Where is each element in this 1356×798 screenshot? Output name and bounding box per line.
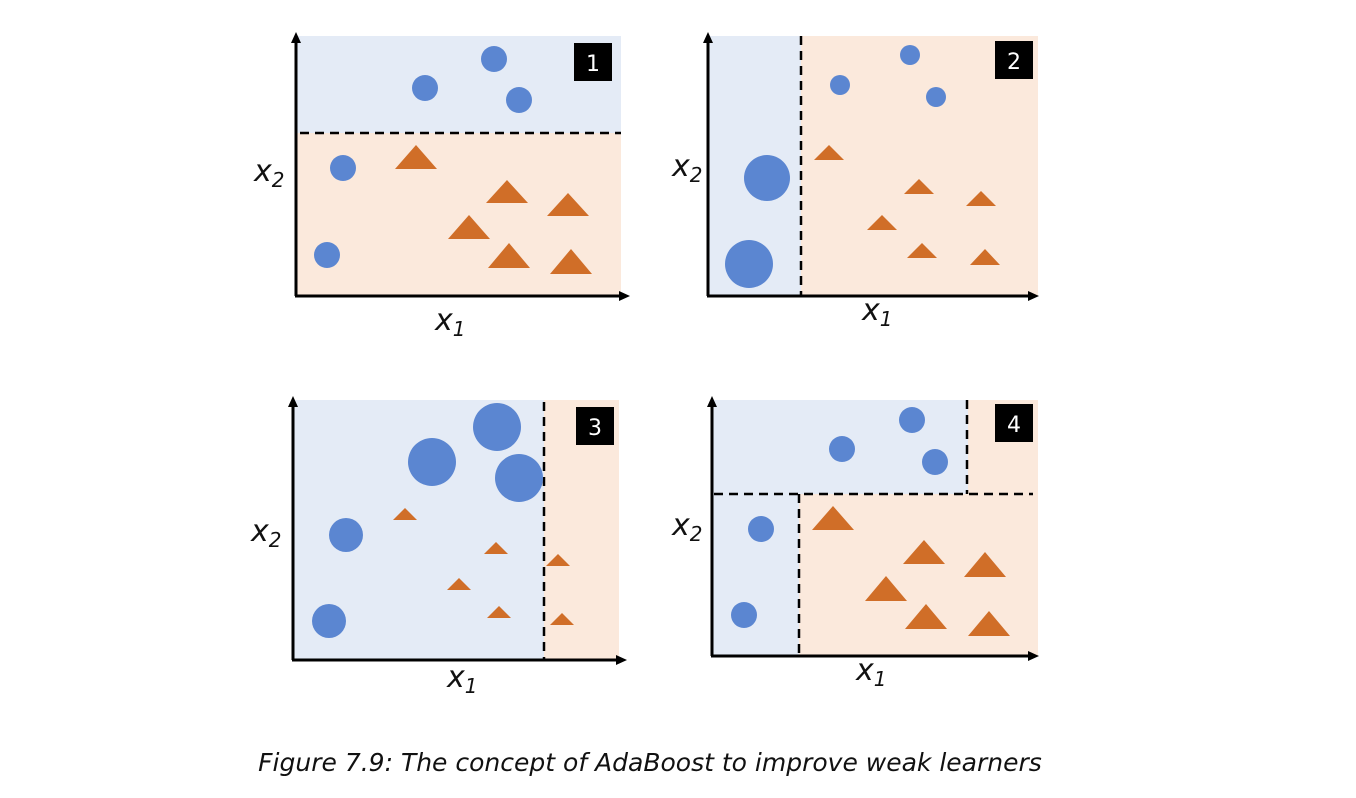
y-axis-arrow — [291, 32, 301, 43]
triangle-point — [486, 180, 528, 203]
y-axis-arrow — [288, 396, 298, 407]
panel-4: 4 x1 x2 — [671, 396, 1039, 691]
panel-badge-label: 4 — [1007, 413, 1021, 438]
circle-point — [744, 155, 790, 201]
figure-caption: Figure 7.9: The concept of AdaBoost to i… — [258, 748, 1042, 777]
triangle-point — [484, 542, 508, 554]
x-axis-label: x1 — [446, 660, 478, 698]
circle-point — [829, 436, 855, 462]
circle-point — [900, 45, 920, 65]
y-axis-arrow — [703, 32, 713, 43]
circle-point — [412, 75, 438, 101]
circle-point — [725, 240, 773, 288]
triangle-point — [964, 552, 1006, 577]
triangle-point — [447, 578, 471, 590]
panel-badge-label: 2 — [1007, 50, 1021, 75]
triangle-point — [812, 506, 854, 530]
triangle-point — [488, 243, 530, 268]
triangle-point — [966, 191, 996, 206]
triangle-point — [970, 249, 1000, 265]
triangle-point — [865, 576, 907, 601]
panel-badge — [995, 404, 1033, 442]
triangle-point — [487, 606, 511, 618]
triangle-point — [903, 540, 945, 564]
y-axis-label: x2 — [253, 154, 285, 192]
x-axis-arrow — [616, 655, 627, 665]
y-axis-arrow — [707, 396, 717, 407]
y-axis-label: x2 — [671, 149, 703, 187]
triangle-point — [550, 613, 574, 625]
circle-point — [473, 403, 521, 451]
circle-point — [899, 407, 925, 433]
circle-point — [330, 155, 356, 181]
circle-point — [926, 87, 946, 107]
circle-point — [408, 438, 456, 486]
y-axis-label: x2 — [250, 514, 282, 552]
x-axis-arrow — [1028, 291, 1039, 301]
panel-badge — [576, 407, 614, 445]
panel-badge-label: 1 — [586, 52, 600, 77]
circle-point — [748, 516, 774, 542]
blue-region — [296, 36, 621, 133]
triangle-point — [968, 611, 1010, 636]
panel-badge — [995, 41, 1033, 79]
panel-3: 3 x1 x2 — [250, 396, 627, 698]
triangle-point — [395, 145, 437, 169]
panel-2: 2 x1 x2 — [671, 32, 1039, 331]
circle-point — [830, 75, 850, 95]
circle-point — [481, 46, 507, 72]
x-axis-label: x1 — [861, 293, 893, 331]
circle-point — [495, 454, 543, 502]
y-axis-label: x2 — [671, 508, 703, 546]
triangle-point — [905, 604, 947, 629]
circle-point — [312, 604, 346, 638]
triangle-point — [867, 215, 897, 230]
triangle-point — [907, 243, 937, 258]
triangle-point — [546, 554, 570, 566]
circle-point — [314, 242, 340, 268]
x-axis-label: x1 — [434, 303, 466, 341]
triangle-point — [547, 193, 589, 216]
panel-badge-label: 3 — [588, 416, 602, 441]
x-axis-arrow — [619, 291, 630, 301]
triangle-point — [550, 249, 592, 274]
triangle-point — [814, 145, 844, 160]
circle-point — [731, 602, 757, 628]
x-axis-label: x1 — [855, 653, 887, 691]
x-axis-arrow — [1028, 651, 1039, 661]
triangle-point — [448, 215, 490, 239]
circle-point — [329, 518, 363, 552]
panel-badge — [574, 43, 612, 81]
triangle-point — [904, 179, 934, 194]
circle-point — [922, 449, 948, 475]
panel-1: 1 x1 x2 — [253, 32, 630, 341]
triangle-point — [393, 508, 417, 520]
circle-point — [506, 87, 532, 113]
